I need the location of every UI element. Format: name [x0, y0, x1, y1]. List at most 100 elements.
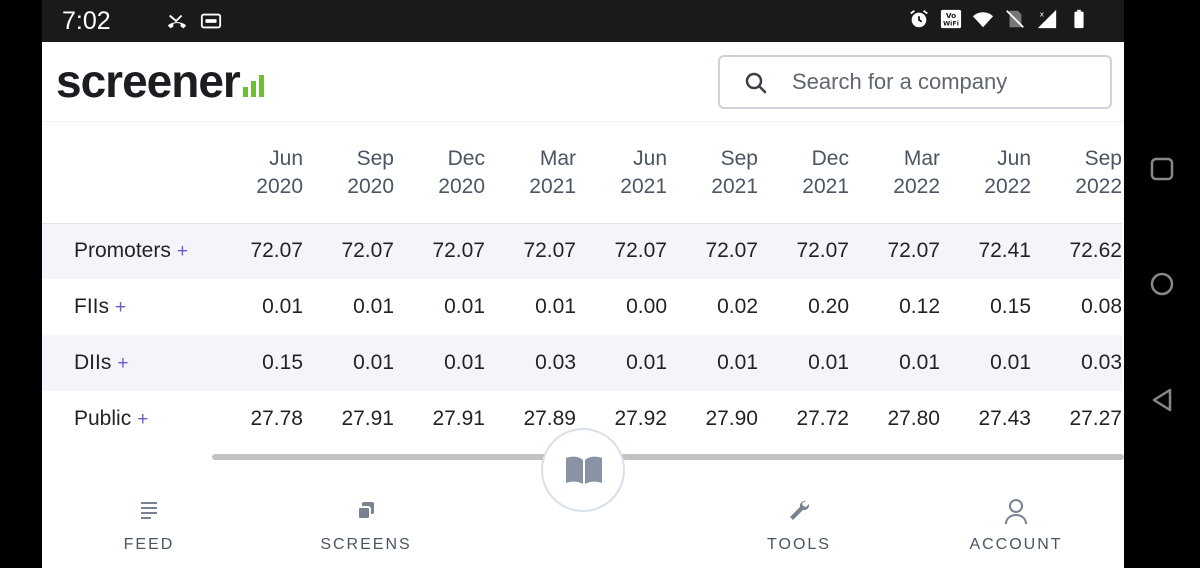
feed-icon [141, 502, 157, 519]
col-header: Dec 2021 [802, 146, 849, 198]
table-cell: 27.43 [978, 407, 1031, 430]
svg-text:Vo: Vo [946, 11, 956, 20]
table-cell: 0.20 [808, 295, 849, 318]
nav-tools[interactable]: TOOLS [739, 496, 859, 554]
col-header: Dec 2020 [438, 146, 485, 198]
voicemail-icon [200, 13, 222, 29]
table-cell: 0.00 [626, 295, 667, 318]
col-header: Jun 2020 [256, 146, 303, 198]
row-label-promoters[interactable]: Promoters + [74, 239, 188, 263]
table-cell: 0.02 [717, 295, 758, 318]
logo-text: screener [56, 55, 241, 107]
table-cell: 72.07 [887, 239, 940, 263]
table-cell: 0.01 [899, 351, 940, 374]
expand-plus-icon[interactable]: + [137, 409, 149, 430]
table-cell: 27.72 [796, 407, 849, 430]
status-bar: 7:02 Vo WiFi x [42, 0, 1124, 42]
table-cell: 0.01 [353, 295, 394, 318]
status-time: 7:02 [62, 7, 111, 35]
search-icon [745, 72, 767, 94]
table-cell: 0.01 [626, 351, 667, 374]
table-row-public: Public + 27.78 27.91 27.91 27.89 27.92 27… [42, 391, 1122, 447]
search-box[interactable] [718, 55, 1112, 109]
svg-text:x: x [1040, 9, 1045, 18]
row-label-public[interactable]: Public + [74, 407, 149, 430]
home-button[interactable] [1150, 272, 1174, 296]
table-row-diis: DIIs + 0.15 0.01 0.01 0.03 0.01 0.01 0.01… [42, 335, 1122, 391]
table-cell: 72.07 [614, 239, 667, 263]
wrench-icon [790, 500, 810, 520]
table-cell: 0.08 [1081, 295, 1122, 318]
table-cell: 27.89 [523, 407, 576, 430]
table-cell: 72.07 [341, 239, 394, 263]
table-row-promoters: Promoters + 72.07 72.07 72.07 72.07 72.07… [42, 223, 1122, 279]
table-header-row: Jun 2020 Sep 2020 Dec 2020 Mar 2021 Jun 2021 … [42, 123, 1122, 223]
table-cell: 0.01 [990, 351, 1031, 374]
table-cell: 27.90 [705, 407, 758, 430]
table-cell: 0.01 [262, 295, 303, 318]
expand-plus-icon[interactable]: + [117, 353, 129, 374]
left-bezel [0, 0, 42, 568]
screener-logo[interactable]: screener [56, 58, 264, 104]
table-row-fiis: FIIs + 0.01 0.01 0.01 0.01 0.00 0.02 0.20… [42, 279, 1122, 335]
table-cell: 0.15 [990, 295, 1031, 318]
table-cell: 0.01 [444, 295, 485, 318]
screens-icon [357, 502, 374, 520]
table-cell: 0.01 [353, 351, 394, 374]
table-cell: 27.27 [1069, 407, 1122, 430]
nav-feed[interactable]: FEED [89, 496, 209, 554]
wifi-icon [972, 12, 994, 28]
header-corner [42, 123, 212, 223]
table-cell: 72.41 [978, 239, 1031, 263]
search-input[interactable] [792, 67, 1092, 97]
col-header: Mar 2021 [529, 146, 576, 198]
table-cell: 0.01 [717, 351, 758, 374]
recents-button[interactable] [1150, 157, 1174, 181]
col-header: Sep 2021 [711, 146, 758, 198]
battery-icon [1074, 9, 1084, 29]
col-header: Jun 2021 [620, 146, 667, 198]
table-cell: 72.62 [1069, 239, 1122, 263]
table-cell: 27.78 [250, 407, 303, 430]
table-cell: 72.07 [796, 239, 849, 263]
row-label-diis[interactable]: DIIs + [74, 351, 129, 374]
table-cell: 0.15 [262, 351, 303, 374]
table-cell: 27.80 [887, 407, 940, 430]
shareholding-table: Jun 2020 Sep 2020 Dec 2020 Mar 2021 Jun 2021 … [42, 123, 1122, 447]
table-cell: 0.01 [808, 351, 849, 374]
table-cell: 0.01 [444, 351, 485, 374]
account-icon [1005, 499, 1027, 525]
nav-account[interactable]: ACCOUNT [956, 496, 1076, 554]
col-header: Sep 2022 [1075, 146, 1122, 198]
table-cell: 72.07 [432, 239, 485, 263]
shareholding-table-wrap[interactable]: Jun 2020 Sep 2020 Dec 2020 Mar 2021 Jun 2021 … [42, 123, 1124, 468]
missed-call-icon [167, 14, 187, 29]
horizontal-scrollbar[interactable] [212, 454, 1124, 460]
table-cell: 0.01 [535, 295, 576, 318]
nav-tools-label: TOOLS [767, 536, 831, 553]
back-button[interactable] [1150, 388, 1174, 412]
col-header: Mar 2022 [893, 146, 940, 198]
table-cell: 0.03 [535, 351, 576, 374]
table-cell: 27.91 [341, 407, 394, 430]
nav-screens[interactable]: SCREENS [306, 496, 426, 554]
no-sim-icon [1006, 10, 1024, 28]
svg-text:WiFi: WiFi [943, 19, 959, 27]
book-icon [566, 456, 602, 484]
col-header: Sep 2020 [347, 146, 394, 198]
expand-plus-icon[interactable]: + [115, 297, 127, 318]
expand-plus-icon[interactable]: + [176, 241, 188, 263]
table-cell: 72.07 [250, 239, 303, 263]
system-nav-bar [1124, 0, 1200, 568]
center-book-button[interactable] [541, 428, 625, 512]
table-cell: 72.07 [523, 239, 576, 263]
table-cell: 27.91 [432, 407, 485, 430]
table-cell: 0.12 [899, 295, 940, 318]
nav-screens-label: SCREENS [320, 536, 412, 553]
nav-account-label: ACCOUNT [969, 536, 1063, 553]
row-label-fiis[interactable]: FIIs + [74, 295, 127, 318]
table-cell: 72.07 [705, 239, 758, 263]
table-cell: 27.92 [614, 407, 667, 430]
